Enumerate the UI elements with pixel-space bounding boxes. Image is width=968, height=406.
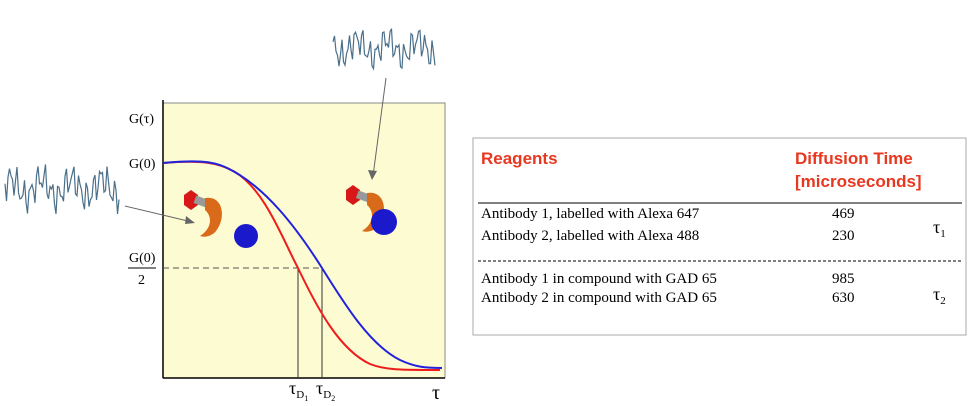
tau-index: 1: [304, 394, 308, 403]
table-header: Diffusion Time: [795, 149, 913, 168]
x-axis-label: τ: [432, 382, 440, 404]
tau-sub: D: [296, 389, 304, 401]
tau-base: τ: [316, 378, 323, 398]
time-cell: 630: [832, 290, 855, 306]
reagent-cell: Antibody 2 in compound with GAD 65: [481, 290, 717, 306]
table-frame: [472, 137, 967, 336]
arrow: [124, 205, 193, 223]
tau-base: τ: [933, 217, 940, 237]
table-header: Reagents: [481, 149, 558, 168]
antigen-icon: [234, 224, 258, 248]
bound-antibody-icon: [346, 185, 397, 235]
tau-d2-label: τD2: [316, 378, 335, 403]
half-denominator: 2: [138, 273, 145, 288]
time-cell: 469: [832, 206, 855, 222]
g0-label: G(0): [129, 157, 156, 172]
tau-d1-label: τD1: [289, 378, 308, 403]
tau-symbol: τ1: [933, 217, 946, 240]
tau-index: 2: [331, 394, 335, 403]
free-antibody-icon: [184, 190, 222, 237]
time-cell: 985: [832, 271, 855, 287]
reagent-cell: Antibody 1, labelled with Alexa 647: [481, 206, 700, 222]
arrowhead: [185, 216, 195, 224]
fluctuation-signal: [4, 164, 120, 214]
half-numerator: G(0): [129, 251, 156, 266]
y-axis-label: G(τ): [129, 112, 154, 127]
arrow: [372, 77, 387, 177]
tau-index: 2: [940, 295, 946, 307]
arrowhead: [368, 170, 377, 180]
reagent-cell: Antibody 2, labelled with Alexa 488: [481, 228, 699, 244]
tau-sub: D: [323, 389, 331, 401]
table-body: Antibody 1, labelled with Alexa 647 469 An…: [481, 206, 946, 307]
blue-curve: [162, 160, 443, 369]
fluctuation-signal: [332, 28, 436, 71]
tau-symbol: τ2: [933, 284, 946, 307]
tau-index: 1: [940, 228, 946, 240]
time-cell: 230: [832, 228, 855, 244]
reagent-cell: Antibody 1 in compound with GAD 65: [481, 271, 717, 287]
table-header: [microseconds]: [795, 172, 922, 191]
tau-base: τ: [289, 378, 296, 398]
tau-base: τ: [933, 284, 940, 304]
